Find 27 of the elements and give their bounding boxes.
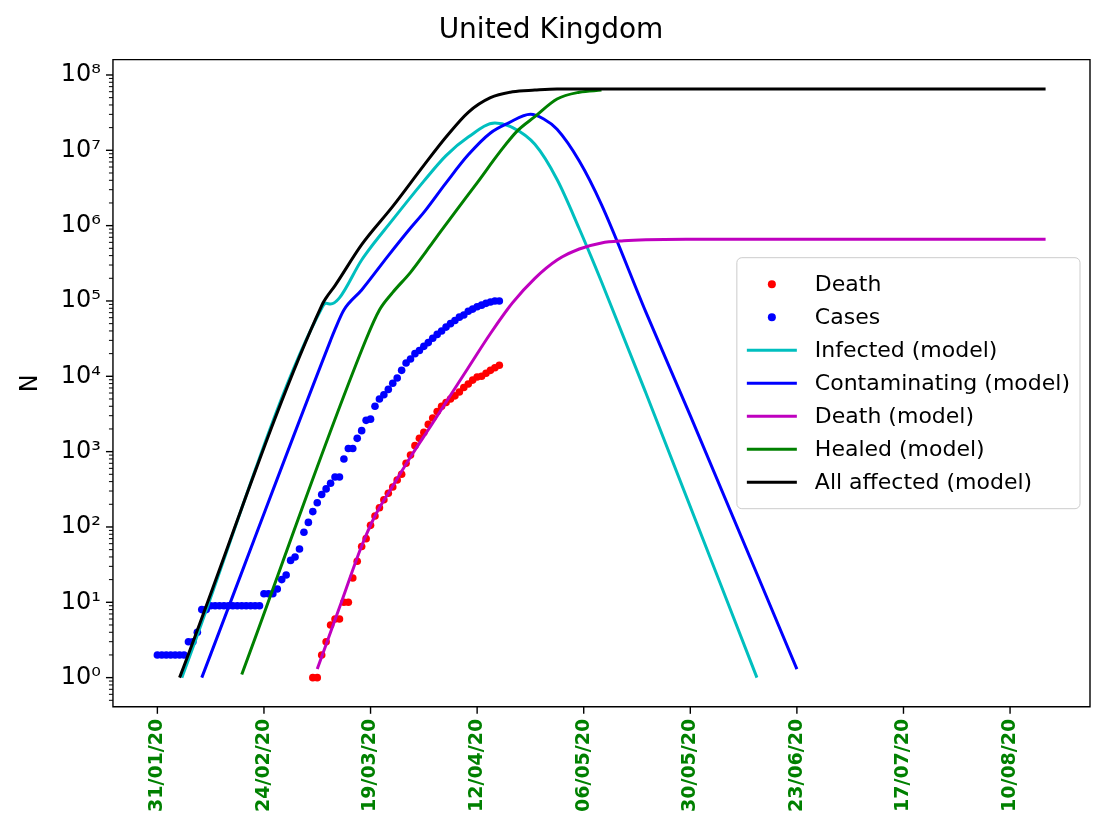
- x-tick-label: 19/03/20: [357, 718, 380, 812]
- legend-label: Contaminating (model): [814, 369, 1071, 395]
- y-axis-title: N: [14, 374, 43, 393]
- x-tick-label: 31/01/20: [144, 718, 167, 812]
- y-tick-label: 10¹: [60, 586, 101, 615]
- legend-label: Death: [814, 270, 882, 296]
- x-tick-label: 06/05/20: [570, 718, 593, 812]
- legend-label: Death (model): [814, 402, 975, 428]
- y-tick-label: 10⁵: [60, 285, 101, 314]
- x-tick-label: 17/07/20: [890, 718, 913, 812]
- y-tick-label: 10⁸: [60, 59, 101, 88]
- x-tick-label: 23/06/20: [783, 718, 806, 812]
- legend-label: Healed (model): [814, 435, 985, 461]
- y-tick-label: 10²: [60, 511, 101, 540]
- y-tick-label: 10³: [60, 435, 101, 464]
- chart-title: United Kingdom: [438, 12, 664, 46]
- legend-label: All affected (model): [814, 468, 1033, 494]
- x-tick-label: 12/04/20: [464, 718, 487, 812]
- legend-label: Infected (model): [814, 336, 998, 362]
- legend-label: Cases: [814, 303, 881, 329]
- x-tick-label: 30/05/20: [677, 718, 700, 812]
- x-tick-label: 10/08/20: [997, 718, 1019, 812]
- y-tick-label: 10⁴: [60, 360, 101, 389]
- x-tick-label: 24/02/20: [250, 718, 273, 812]
- y-tick-label: 10⁰: [60, 661, 101, 690]
- y-tick-label: 10⁶: [60, 209, 101, 238]
- y-tick-label: 10⁷: [60, 134, 101, 163]
